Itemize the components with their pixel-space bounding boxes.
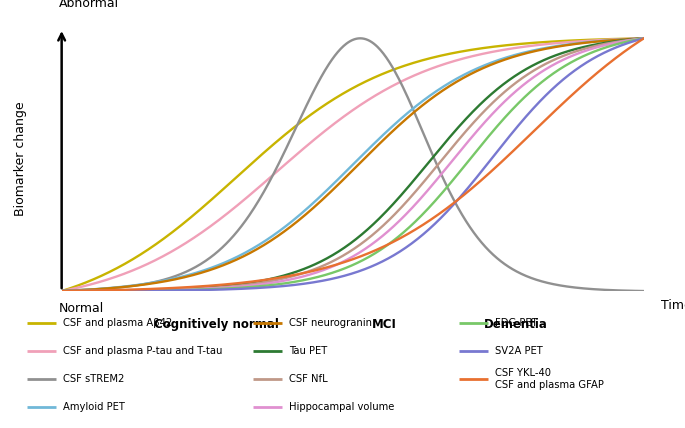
Text: CSF and plasma P-tau and T-tau: CSF and plasma P-tau and T-tau: [63, 346, 223, 356]
Text: Dementia: Dementia: [484, 318, 548, 330]
Text: CSF YKL-40
CSF and plasma GFAP: CSF YKL-40 CSF and plasma GFAP: [495, 368, 603, 389]
Text: Tau PET: Tau PET: [289, 346, 327, 356]
Text: Time: Time: [661, 299, 685, 312]
Text: CSF neurogranin: CSF neurogranin: [289, 318, 372, 328]
Text: Cognitively normal: Cognitively normal: [153, 318, 278, 330]
Text: Hippocampal volume: Hippocampal volume: [289, 401, 395, 412]
Text: FDG PET: FDG PET: [495, 318, 537, 328]
Text: Amyloid PET: Amyloid PET: [63, 401, 125, 412]
Text: Normal: Normal: [59, 302, 104, 315]
Text: CSF and plasma Aβ42: CSF and plasma Aβ42: [63, 318, 172, 328]
Text: CSF sTREM2: CSF sTREM2: [63, 374, 125, 384]
Text: MCI: MCI: [373, 318, 397, 330]
Text: Abnormal: Abnormal: [59, 0, 119, 10]
Text: Biomarker change: Biomarker change: [14, 101, 27, 216]
Text: CSF NfL: CSF NfL: [289, 374, 327, 384]
Text: SV2A PET: SV2A PET: [495, 346, 543, 356]
